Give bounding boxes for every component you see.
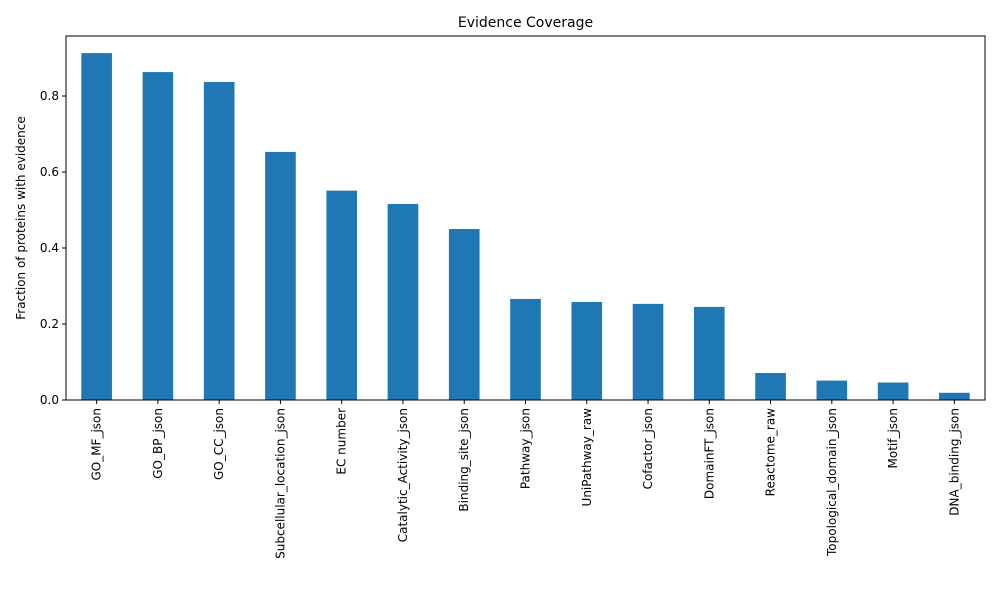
x-tick-label: DNA_binding_json <box>947 408 961 516</box>
bar-binding-site-json <box>448 229 480 400</box>
y-tick-label: 0.0 <box>40 393 59 407</box>
bar-ec-number <box>326 190 358 400</box>
bar-cofactor-json <box>632 303 664 400</box>
x-tick-label: Motif_json <box>886 408 900 469</box>
x-tick-label: Binding_site_json <box>457 408 471 512</box>
y-tick-label: 0.8 <box>40 89 59 103</box>
bar-unipathway-raw <box>571 301 603 400</box>
y-axis-label: Fraction of proteins with evidence <box>14 116 28 320</box>
bar-motif-json <box>877 382 909 400</box>
y-tick-label: 0.4 <box>40 241 59 255</box>
plot-frame <box>65 35 986 401</box>
x-axis-ticks: GO_MF_json GO_BP_json GO_CC_json Subcellula… <box>90 400 961 559</box>
bar-domainft-json <box>693 306 725 400</box>
x-tick-label: Reactome_raw <box>764 408 778 497</box>
x-tick-label: DomainFT_json <box>702 408 716 499</box>
bar-go-mf-json <box>81 53 112 401</box>
x-tick-label: Topological_domain_json <box>825 408 839 557</box>
bars-group <box>81 53 970 401</box>
x-tick-label: GO_CC_json <box>212 408 226 480</box>
x-tick-label: EC number <box>335 408 349 475</box>
chart-title: Evidence Coverage <box>458 15 593 31</box>
x-tick-label: UniPathway_raw <box>580 408 594 507</box>
bar-subcellular-location-json <box>265 151 296 400</box>
bar-dna-binding-json <box>939 392 970 400</box>
bar-go-bp-json <box>142 72 174 400</box>
bar-reactome-raw <box>755 373 786 400</box>
y-axis-ticks: 0.0 0.2 0.4 0.6 0.8 <box>40 89 66 407</box>
y-tick-label: 0.6 <box>40 165 59 179</box>
bar-catalytic-activity-json <box>387 203 419 400</box>
x-tick-label: Subcellular_location_json <box>273 408 287 559</box>
bar-go-cc-json <box>203 81 235 400</box>
plot-border <box>65 35 986 401</box>
x-tick-label: Pathway_json <box>519 408 533 489</box>
x-tick-label: Catalytic_Activity_json <box>396 408 410 542</box>
x-tick-label: Cofactor_json <box>641 408 655 489</box>
x-tick-label: GO_BP_json <box>151 408 165 479</box>
x-tick-label: GO_MF_json <box>90 408 104 481</box>
bar-topological-domain-json <box>816 380 848 400</box>
y-tick-label: 0.2 <box>40 317 59 331</box>
bar-pathway-json <box>510 298 541 400</box>
